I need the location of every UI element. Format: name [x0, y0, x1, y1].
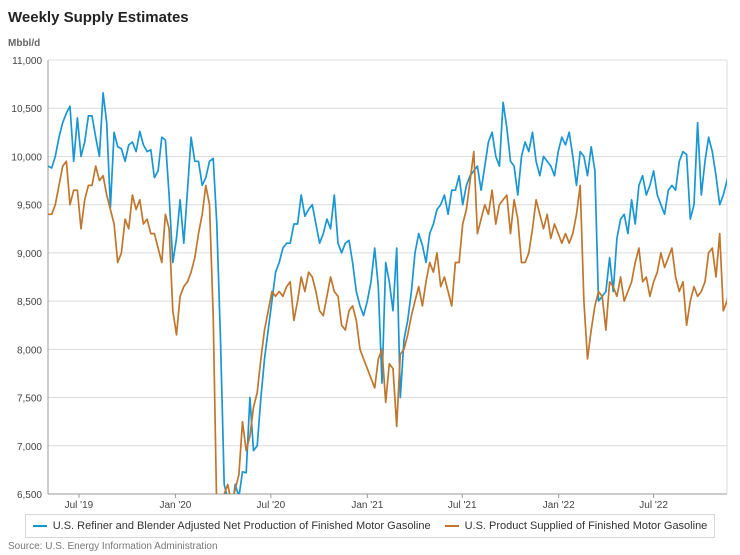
- y-tick-label: 10,000: [11, 152, 42, 163]
- y-tick-label: 8,500: [17, 297, 42, 308]
- x-tick-label: Jul '21: [448, 500, 477, 510]
- x-tick-label: Jan '21: [351, 500, 383, 510]
- y-tick-label: 11,000: [12, 56, 42, 67]
- line-chart: 6,500 7,000 7,500 8,000 8,500 9,000 9,500 10,00…: [11, 56, 728, 510]
- x-tick-label: Jul '22: [639, 500, 668, 510]
- x-tick-label: Jul '19: [65, 500, 94, 510]
- legend-item-product-supplied[interactable]: U.S. Product Supplied of Finished Motor …: [444, 520, 708, 532]
- series-lines: [48, 91, 727, 494]
- y-tick-label: 7,500: [17, 394, 42, 405]
- y-axis-ticks: 6,500 7,000 7,500 8,000 8,500 9,000 9,500 10,00…: [11, 56, 42, 501]
- y-tick-label: 6,500: [17, 490, 42, 501]
- source-note: Source: U.S. Energy Information Administ…: [8, 541, 218, 552]
- series-line-product-supplied: [48, 150, 727, 494]
- legend-swatch-production: [32, 525, 47, 527]
- y-axis-unit-label: Mbbl/d: [8, 38, 41, 49]
- y-tick-label: 9,000: [17, 249, 42, 260]
- gridlines: [47, 59, 728, 498]
- legend-item-production[interactable]: U.S. Refiner and Blender Adjusted Net Pr…: [32, 520, 431, 532]
- y-tick-label: 9,500: [17, 201, 42, 212]
- series-line-production: [48, 91, 727, 494]
- x-axis-ticks: Jul '19 Jan '20 Jul '20 Jan '21 Jul '21 Jan '…: [65, 500, 669, 510]
- chart-title: Weekly Supply Estimates: [8, 9, 189, 26]
- x-tick-label: Jan '20: [159, 500, 191, 510]
- y-tick-label: 7,000: [17, 442, 42, 453]
- y-tick-label: 10,500: [11, 104, 42, 115]
- x-tick-label: Jan '22: [543, 500, 575, 510]
- y-tick-label: 8,000: [17, 345, 42, 356]
- legend-label-production: U.S. Refiner and Blender Adjusted Net Pr…: [52, 520, 431, 532]
- legend-label-product-supplied: U.S. Product Supplied of Finished Motor …: [464, 520, 708, 532]
- legend: U.S. Refiner and Blender Adjusted Net Pr…: [25, 514, 715, 538]
- x-tick-label: Jul '20: [257, 500, 286, 510]
- legend-swatch-product-supplied: [444, 525, 459, 527]
